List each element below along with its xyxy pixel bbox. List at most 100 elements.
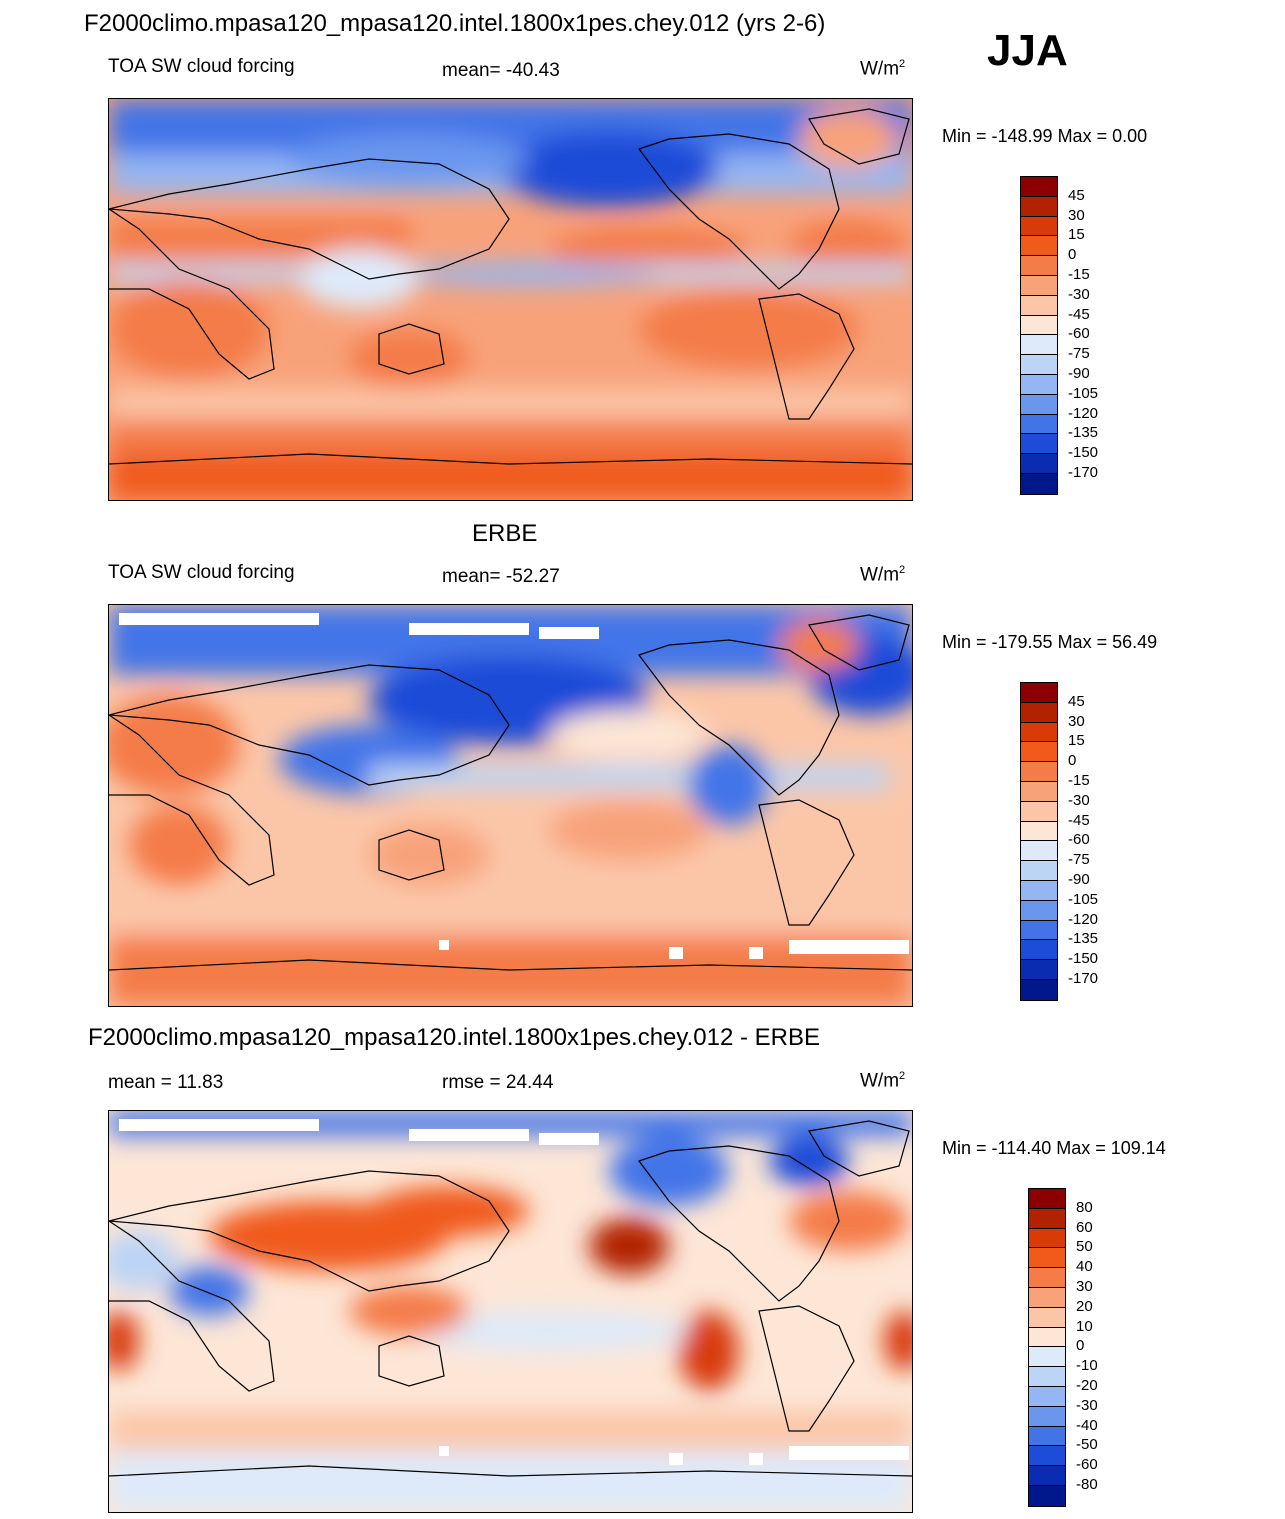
panel-title: ERBE (472, 520, 538, 547)
main-title: F2000climo.mpasa120_mpasa120.intel.1800x… (84, 10, 826, 37)
colorbar-swatch (1029, 1268, 1065, 1288)
colorbar-swatch (1021, 801, 1057, 822)
colorbar-swatch (1021, 473, 1057, 494)
colorbar-tick-label: 45 (1068, 186, 1085, 204)
colorbar-swatch (1021, 315, 1057, 336)
colorbar-tick-label: 50 (1076, 1238, 1093, 1256)
colorbar-tick-label: -90 (1068, 871, 1090, 888)
colorbar-swatch (1021, 920, 1057, 941)
colorbar-tick-label: -90 (1068, 365, 1090, 382)
colorbar-swatch (1021, 414, 1057, 435)
colorbar-swatch (1021, 394, 1057, 415)
colorbar-swatch (1029, 1367, 1065, 1387)
colorbar-swatch (1021, 900, 1057, 921)
colorbar-tick-label: -45 (1068, 811, 1090, 829)
panel-minmax-label: Min = -114.40 Max = 109.14 (942, 1138, 1166, 1158)
colorbar-tick-label: -170 (1068, 970, 1099, 987)
colorbar-swatch (1029, 1248, 1065, 1269)
colorbar-swatch (1021, 722, 1057, 743)
colorbar-swatch (1021, 454, 1057, 474)
colorbar-tick-label: 80 (1076, 1198, 1093, 1216)
colorbar-tick-label: -75 (1068, 851, 1090, 869)
panel-variable-label: TOA SW cloud forcing (108, 562, 295, 583)
colorbar-tick-label: -120 (1068, 404, 1099, 422)
colorbar-tick-label: -30 (1076, 1396, 1098, 1414)
colorbar-swatch (1029, 1327, 1065, 1348)
colorbar-swatch (1021, 236, 1057, 257)
colorbar-tick-label: -15 (1068, 266, 1090, 283)
colorbar-swatch (1021, 256, 1057, 276)
colorbar-swatch (1021, 216, 1057, 237)
colorbar-field (1020, 176, 1058, 495)
colorbar-tick-label: -80 (1076, 1476, 1098, 1493)
panel-variable-label: TOA SW cloud forcing (108, 56, 295, 77)
colorbar-tick-label: -60 (1068, 831, 1090, 849)
colorbar-swatch (1029, 1307, 1065, 1328)
colorbar-swatch (1029, 1466, 1065, 1486)
colorbar-swatch (1021, 742, 1057, 763)
colorbar-swatch (1029, 1228, 1065, 1249)
colorbar-swatch (1021, 861, 1057, 881)
panel-units-label: W/m2 (860, 564, 906, 586)
colorbar-tick-label: 15 (1068, 226, 1085, 244)
panel-minmax-label: Min = -179.55 Max = 56.49 (942, 632, 1158, 652)
colorbar-tick-label: -10 (1076, 1357, 1098, 1375)
colorbar-swatch (1021, 821, 1057, 842)
colorbar-swatch (1021, 275, 1057, 296)
colorbar-tick-label: -75 (1068, 345, 1090, 363)
colorbar-swatch (1021, 355, 1057, 375)
colorbar-tick-label: -50 (1076, 1436, 1098, 1454)
colorbar-swatch (1021, 683, 1057, 703)
colorbar-tick-label: -105 (1068, 384, 1099, 402)
colorbar-swatch (1029, 1347, 1065, 1368)
colorbar-tick-label: 15 (1068, 732, 1085, 750)
colorbar-tick-label: 60 (1076, 1218, 1093, 1236)
colorbar-tick-label: -40 (1076, 1416, 1098, 1434)
colorbar-tick-label: -120 (1068, 910, 1099, 928)
colorbar-swatch (1021, 781, 1057, 802)
colorbar-tick-label: 30 (1076, 1278, 1093, 1295)
colorbar-swatch (1029, 1386, 1065, 1407)
colorbar-tick-label: 10 (1076, 1317, 1093, 1335)
colorbar-tick-label: 0 (1076, 1337, 1085, 1355)
colorbar-swatch (1021, 295, 1057, 316)
colorbar-tick-label: -60 (1076, 1456, 1098, 1474)
colorbar-tick-label: -170 (1068, 464, 1099, 481)
colorbar-tick-label: 45 (1068, 692, 1085, 710)
map-observations-field (108, 604, 913, 1007)
colorbar-tick-label: -150 (1068, 444, 1099, 462)
colorbar-swatch (1029, 1446, 1065, 1467)
colorbar-tick-label: -20 (1076, 1377, 1098, 1394)
colorbar-tick-label: 20 (1076, 1297, 1093, 1315)
panel-mean-label: mean= -40.43 (442, 60, 560, 81)
colorbar-swatch (1021, 762, 1057, 782)
colorbar-swatch (1029, 1287, 1065, 1308)
colorbar-tick-label: -30 (1068, 791, 1090, 809)
colorbar-swatch (1021, 702, 1057, 723)
map-model-field (108, 98, 913, 501)
colorbar-swatch (1029, 1406, 1065, 1427)
colorbar-tick-label: 0 (1068, 246, 1077, 264)
colorbar-swatch (1029, 1189, 1065, 1209)
colorbar-swatch (1029, 1485, 1065, 1506)
panel-units-label: W/m2 (860, 1070, 906, 1092)
colorbar-tick-label: 40 (1076, 1258, 1093, 1276)
colorbar-swatch (1021, 940, 1057, 961)
colorbar-tick-label: 30 (1068, 206, 1085, 224)
colorbar-tick-label: -30 (1068, 285, 1090, 303)
colorbar-swatch (1021, 335, 1057, 356)
colorbar-swatch (1029, 1208, 1065, 1229)
map-difference-field (108, 1110, 913, 1513)
colorbar-swatch (1021, 177, 1057, 197)
panel-mean-label: mean= -52.27 (442, 566, 560, 587)
colorbar-tick-label: -60 (1068, 325, 1090, 343)
colorbar-swatch (1021, 434, 1057, 455)
colorbar-swatch (1021, 880, 1057, 901)
colorbar-swatch (1021, 374, 1057, 395)
colorbar-swatch (1021, 196, 1057, 217)
colorbar-difference (1028, 1188, 1066, 1507)
colorbar-swatch (1029, 1426, 1065, 1447)
panel-units-label: W/m2 (860, 58, 906, 80)
colorbar-tick-label: -135 (1068, 930, 1099, 948)
panel-rmse-label: rmse = 24.44 (442, 1072, 554, 1093)
